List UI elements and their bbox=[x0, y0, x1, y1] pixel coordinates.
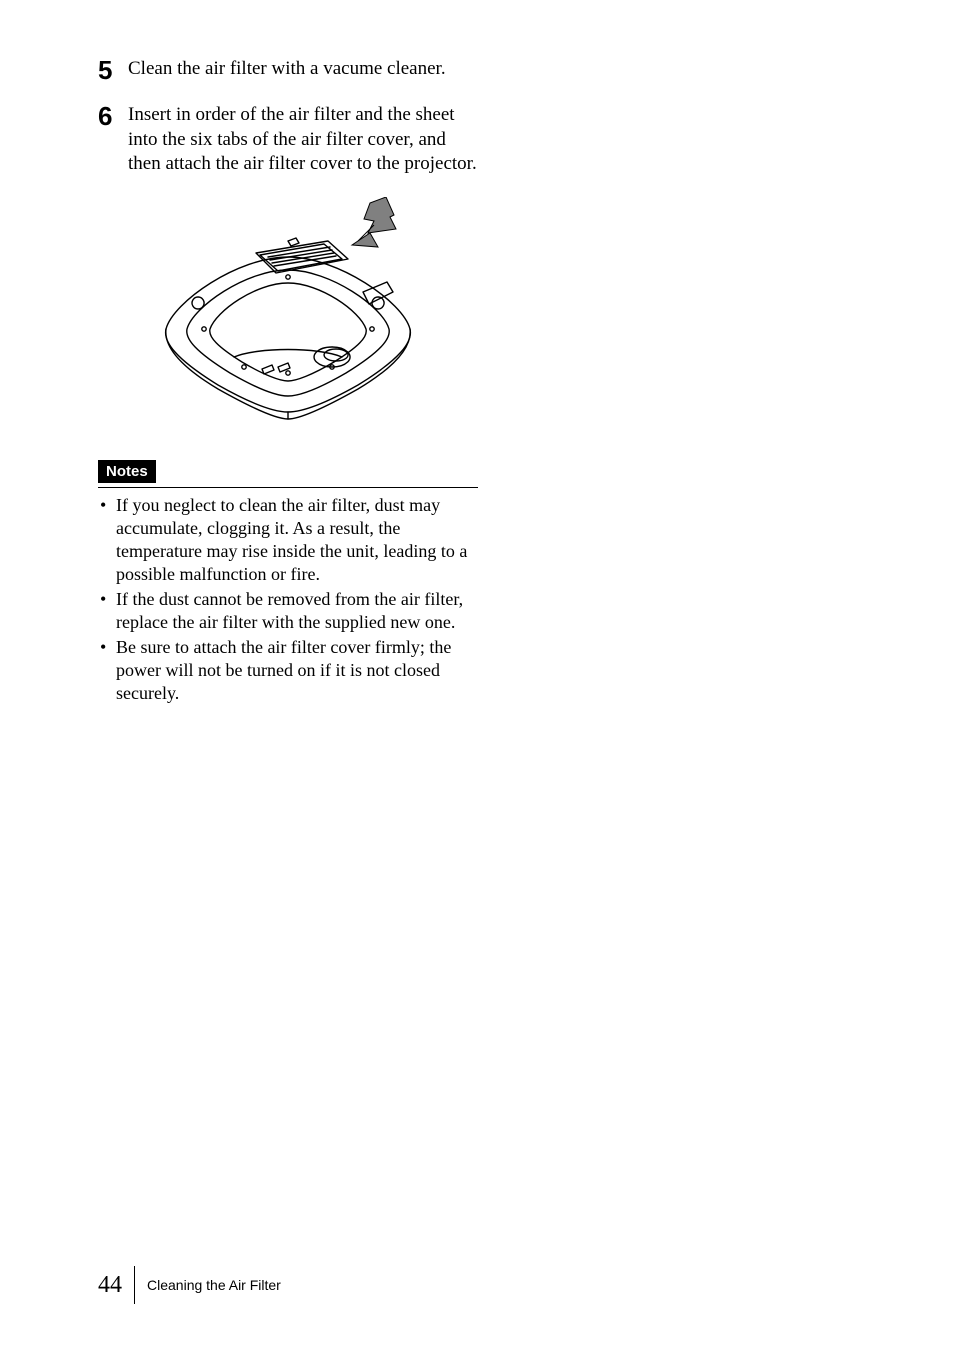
notes-list: If you neglect to clean the air filter, … bbox=[98, 494, 478, 705]
note-item: If the dust cannot be removed from the a… bbox=[98, 588, 478, 634]
projector-svg bbox=[138, 197, 438, 427]
step-number: 5 bbox=[98, 55, 128, 83]
projector-diagram bbox=[138, 197, 438, 432]
page-number: 44 bbox=[98, 1272, 134, 1299]
notes-rule bbox=[98, 487, 478, 488]
section-title: Cleaning the Air Filter bbox=[147, 1277, 281, 1293]
left-column: 5 Clean the air filter with a vacume cle… bbox=[98, 55, 478, 705]
step-5: 5 Clean the air filter with a vacume cle… bbox=[98, 55, 478, 83]
page-footer: 44 Cleaning the Air Filter bbox=[98, 1266, 281, 1304]
step-text: Insert in order of the air filter and th… bbox=[128, 101, 478, 177]
footer-separator bbox=[134, 1266, 135, 1304]
notes-label: Notes bbox=[98, 460, 156, 483]
note-item: If you neglect to clean the air filter, … bbox=[98, 494, 478, 586]
step-6: 6 Insert in order of the air filter and … bbox=[98, 101, 478, 177]
step-number: 6 bbox=[98, 101, 128, 129]
note-item: Be sure to attach the air filter cover f… bbox=[98, 636, 478, 705]
manual-page: 5 Clean the air filter with a vacume cle… bbox=[0, 0, 954, 1352]
arrow-icon bbox=[352, 197, 396, 247]
step-text: Clean the air filter with a vacume clean… bbox=[128, 55, 446, 82]
